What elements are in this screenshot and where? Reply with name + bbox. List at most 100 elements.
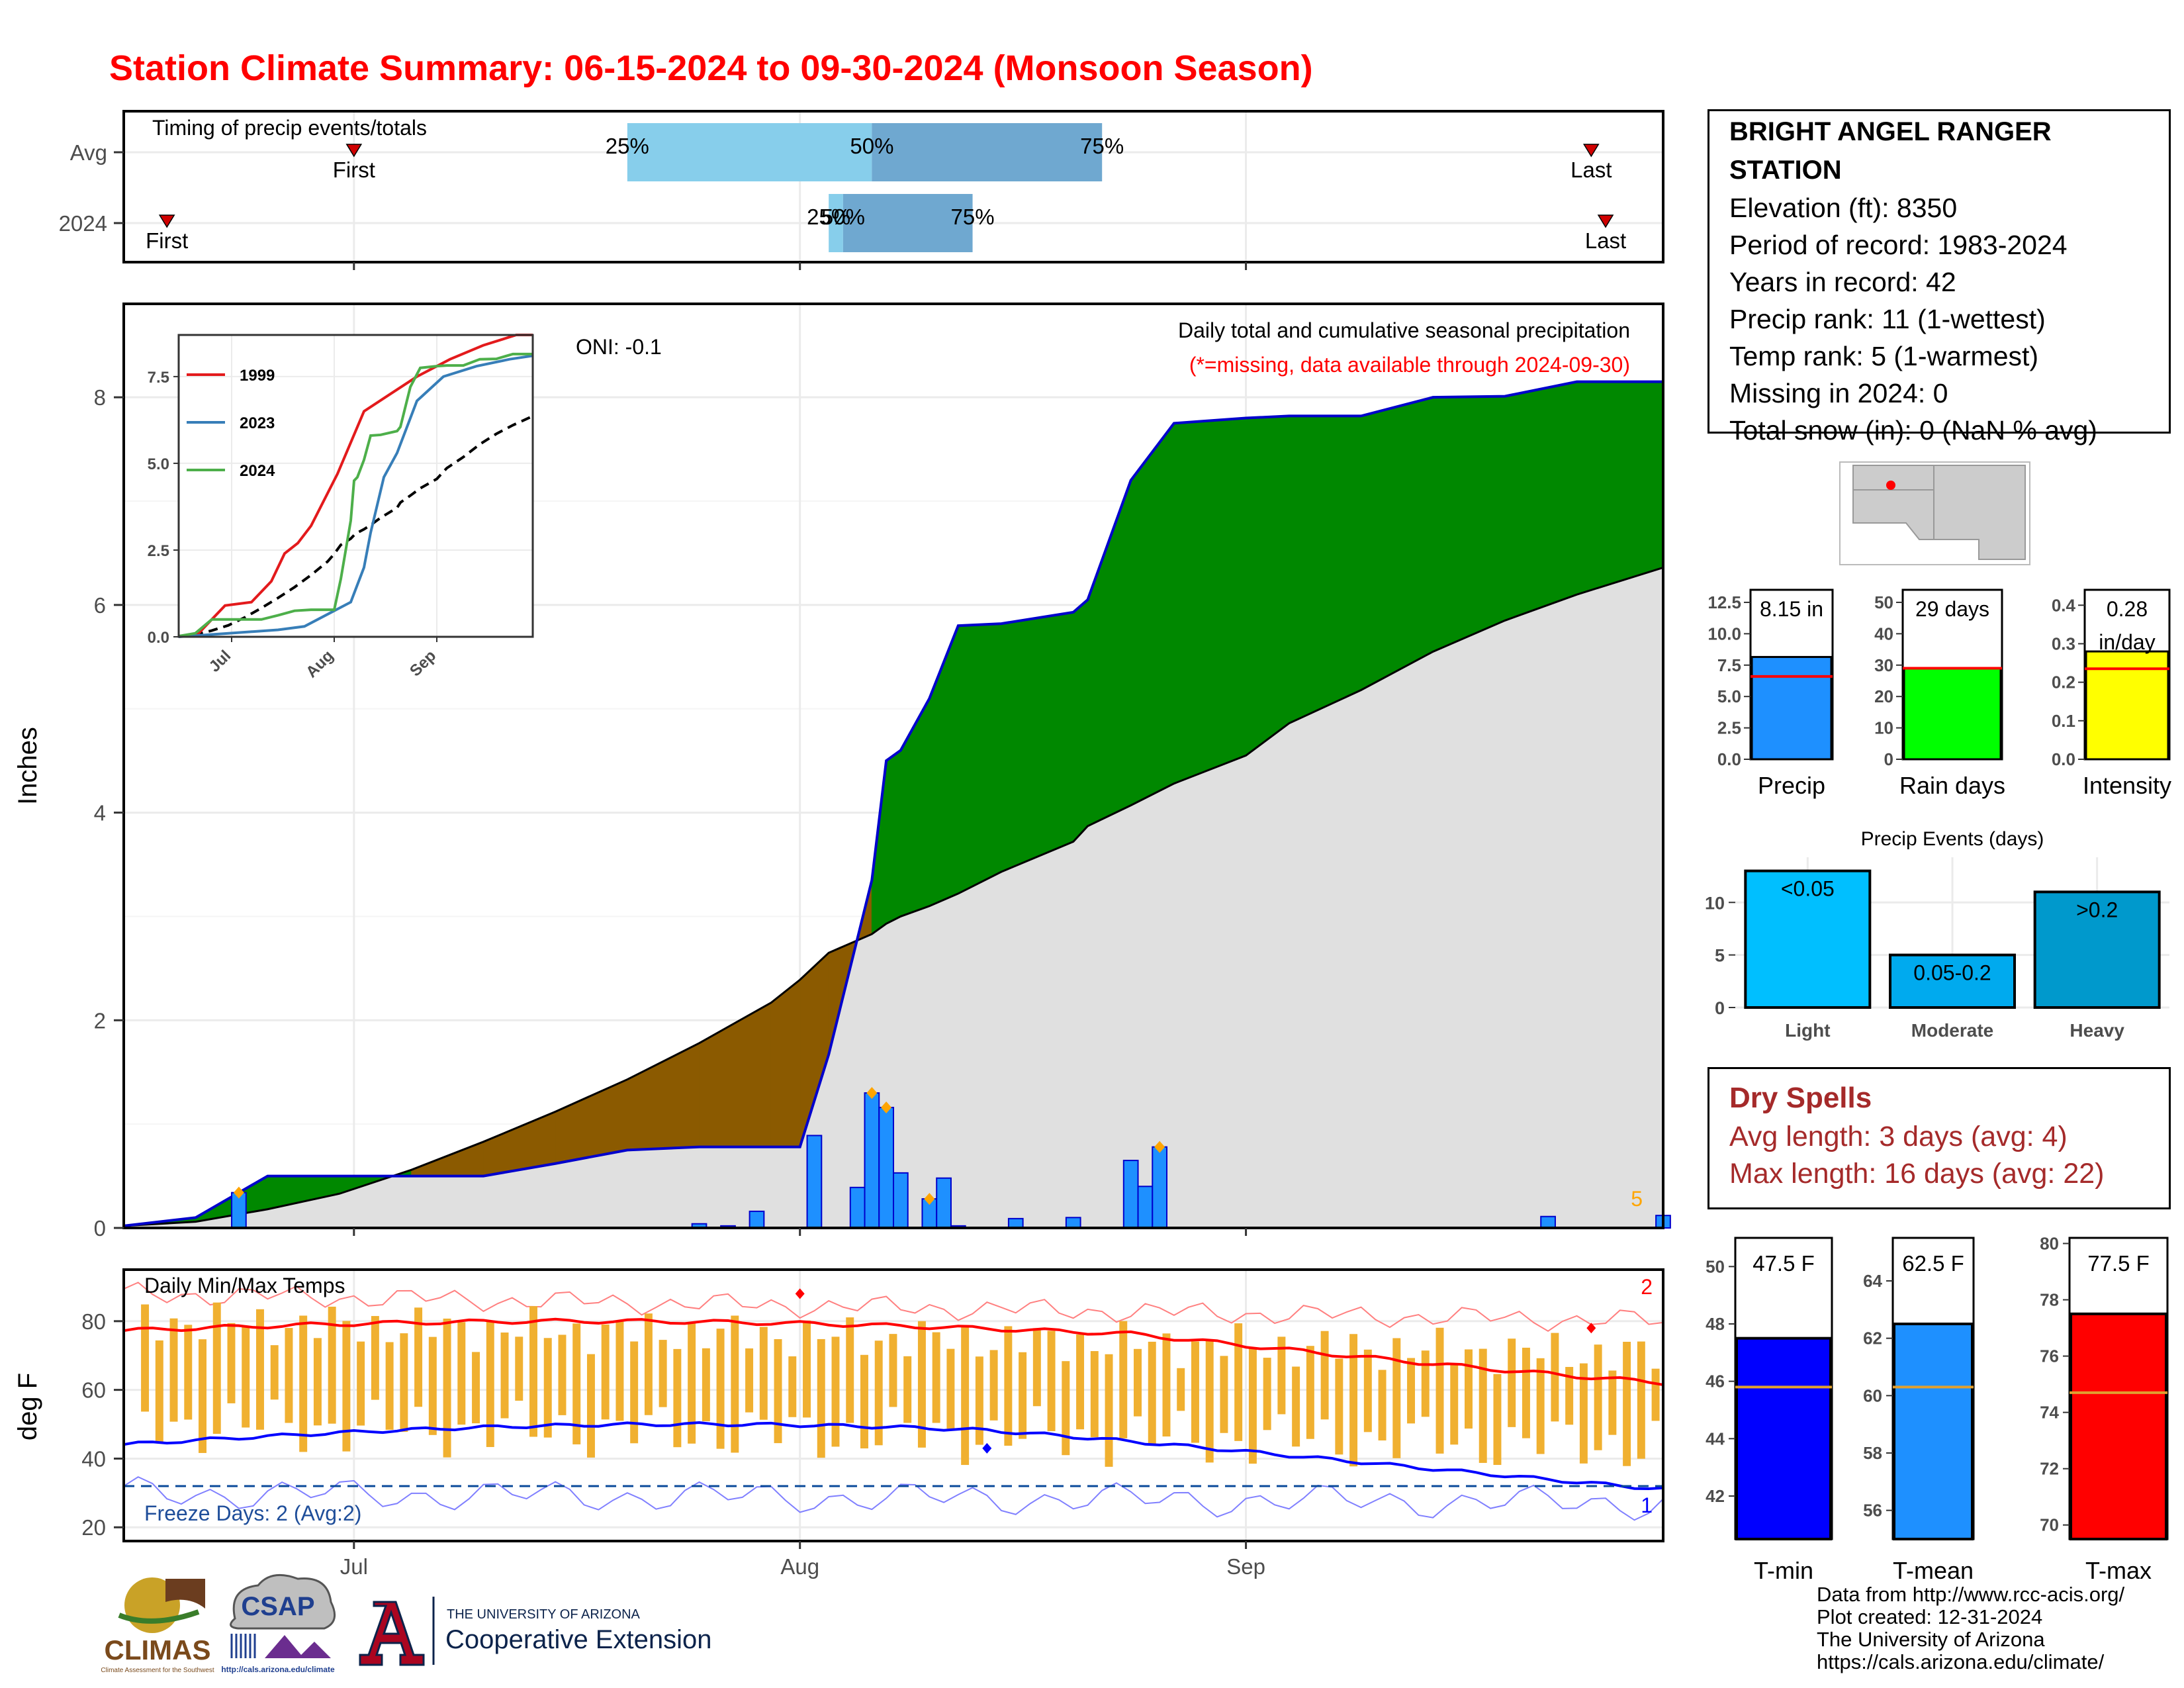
climas-logo-subtext: Climate Assessment for the Southwest xyxy=(101,1667,214,1674)
daily-temp-bar xyxy=(1335,1358,1343,1455)
timing-p75-label: 75% xyxy=(951,205,995,229)
daily-temp-bar xyxy=(975,1356,983,1445)
daily-precip-bar xyxy=(749,1210,765,1229)
y-tick-label: 58 xyxy=(1863,1443,1882,1463)
y-tick-label: 48 xyxy=(1706,1314,1725,1334)
daily-temp-bar xyxy=(1594,1344,1602,1450)
daily-temp-bar xyxy=(860,1354,868,1449)
y-tick-label: 74 xyxy=(2040,1403,2059,1423)
daily-temp-bar xyxy=(731,1315,739,1453)
record-count: 5 xyxy=(1631,1187,1643,1211)
credits: Data from http://www.rcc-acis.org/ Plot … xyxy=(1817,1583,2124,1673)
daily-temp-bar xyxy=(1493,1374,1502,1466)
daily-temp-bar xyxy=(803,1320,811,1418)
row-label: Avg xyxy=(70,140,107,165)
temp-record-marker xyxy=(982,1442,992,1454)
daily-temp-bar xyxy=(472,1352,480,1424)
x-tick-label: Jul xyxy=(340,1554,368,1579)
event-bar-label: <0.05 xyxy=(1781,877,1835,901)
y-tick-label: 0.0 xyxy=(2052,749,2075,769)
daily-temp-bar xyxy=(270,1345,279,1400)
daily-temp-bar xyxy=(1565,1366,1574,1425)
y-tick-label: 10 xyxy=(1705,893,1725,913)
daily-temp-bar xyxy=(371,1316,379,1400)
daily-temp-bar xyxy=(299,1315,308,1452)
y-tick-label: 72 xyxy=(2040,1459,2059,1479)
daily-temp-bar xyxy=(400,1333,408,1432)
event-bar-label: 0.05-0.2 xyxy=(1913,961,1991,985)
y-tick-label: 20 xyxy=(1874,686,1893,706)
intensity-summary: 0.28 in/day 0.0 0.1 0.2 0.3 0.4 Intensity xyxy=(2052,588,2171,799)
daily-precip-bar xyxy=(893,1172,909,1229)
y-tick-label: 56 xyxy=(1863,1501,1882,1521)
daily-temp-bar xyxy=(1407,1358,1416,1424)
record-marker xyxy=(924,1193,935,1205)
daily-temp-bar xyxy=(659,1340,667,1407)
daily-temp-bar xyxy=(601,1324,610,1420)
timing-event-label: Last xyxy=(1570,158,1612,182)
daily-temp-bar xyxy=(1134,1348,1142,1417)
tmin-summary-value-bar xyxy=(1735,1336,1832,1540)
daily-temp-bar xyxy=(932,1332,940,1423)
daily-temp-bar xyxy=(644,1313,653,1415)
above-normal-area xyxy=(1130,422,1175,806)
station-name: BRIGHT ANGEL RANGER STATION xyxy=(1729,117,2052,185)
daily-temp-bar xyxy=(515,1336,523,1401)
above-normal-area xyxy=(1432,396,1506,653)
ua-name: THE UNIVERSITY OF ARIZONA xyxy=(447,1607,641,1622)
record-marker xyxy=(866,1087,878,1100)
daily-temp-bar xyxy=(558,1335,567,1415)
daily-temp-bar xyxy=(889,1334,897,1407)
daily-temp-bar xyxy=(1191,1341,1199,1443)
precip-summary-value-bar xyxy=(1751,655,1833,761)
daily-temp-bar xyxy=(486,1321,494,1447)
intensity-summary-value-label: 0.28 xyxy=(2107,597,2148,621)
tmin-summary-axis-label: T-min xyxy=(1754,1557,1813,1584)
precip-frame xyxy=(122,303,1664,1229)
y-tick-label: 5.0 xyxy=(1717,686,1741,706)
above-normal-area xyxy=(1504,381,1578,622)
daily-temp-bar xyxy=(1047,1331,1056,1431)
daily-temp-bar xyxy=(1062,1361,1070,1456)
y-tick-label: 42 xyxy=(1706,1486,1725,1506)
daily-temp-bar xyxy=(328,1306,336,1424)
daily-temp-bar xyxy=(1508,1338,1516,1427)
daily-temp-bar xyxy=(255,1309,264,1430)
inset-y-tick-label: 7.5 xyxy=(148,369,169,387)
station-location-marker xyxy=(1886,481,1895,490)
daily-precip-bar xyxy=(1122,1160,1139,1229)
daily-temp-bar xyxy=(1105,1354,1113,1467)
daily-temp-bar xyxy=(817,1338,825,1458)
ua-extension: Cooperative Extension xyxy=(445,1625,711,1654)
y-tick-label: 0 xyxy=(1884,749,1893,769)
record-marker xyxy=(233,1186,244,1199)
y-tick-label: 4 xyxy=(94,801,106,825)
dry-spells-title: Dry Spells xyxy=(1729,1082,1872,1114)
y-tick-label: 50 xyxy=(1706,1256,1725,1276)
missing-note: (*=missing, data available through 2024-… xyxy=(1189,353,1630,377)
record-low-line xyxy=(123,1476,1664,1521)
inset-2023-line xyxy=(178,354,533,638)
daily-temp-bar xyxy=(155,1340,163,1444)
daily-precip-bar xyxy=(1007,1217,1024,1229)
y-tick-label: 2 xyxy=(94,1008,106,1033)
daily-temp-bar xyxy=(313,1338,322,1426)
daily-temp-bar xyxy=(903,1356,912,1423)
inset-avg-line xyxy=(178,414,533,637)
precip-panel: Daily total and cumulative seasonal prec… xyxy=(13,303,1671,1241)
y-tick-label: 30 xyxy=(1874,655,1893,675)
station-missing: Missing in 2024: 0 xyxy=(1729,378,1948,408)
temp-record-marker xyxy=(795,1288,805,1299)
daily-temp-bar xyxy=(1349,1334,1358,1467)
y-tick-label: 0 xyxy=(94,1216,106,1241)
daily-temp-bar xyxy=(1306,1346,1314,1439)
inset-y-tick-label: 2.5 xyxy=(148,542,169,560)
y-tick-label: 40 xyxy=(81,1446,106,1471)
inset-y-tick-label: 0.0 xyxy=(148,629,169,647)
daily-precip-bar xyxy=(849,1186,866,1229)
daily-temp-bar xyxy=(385,1342,394,1430)
daily-temp-bar xyxy=(1076,1334,1085,1430)
tmin-summary: 47.5 F 42 44 46 48 50 T-min xyxy=(1706,1237,1833,1584)
